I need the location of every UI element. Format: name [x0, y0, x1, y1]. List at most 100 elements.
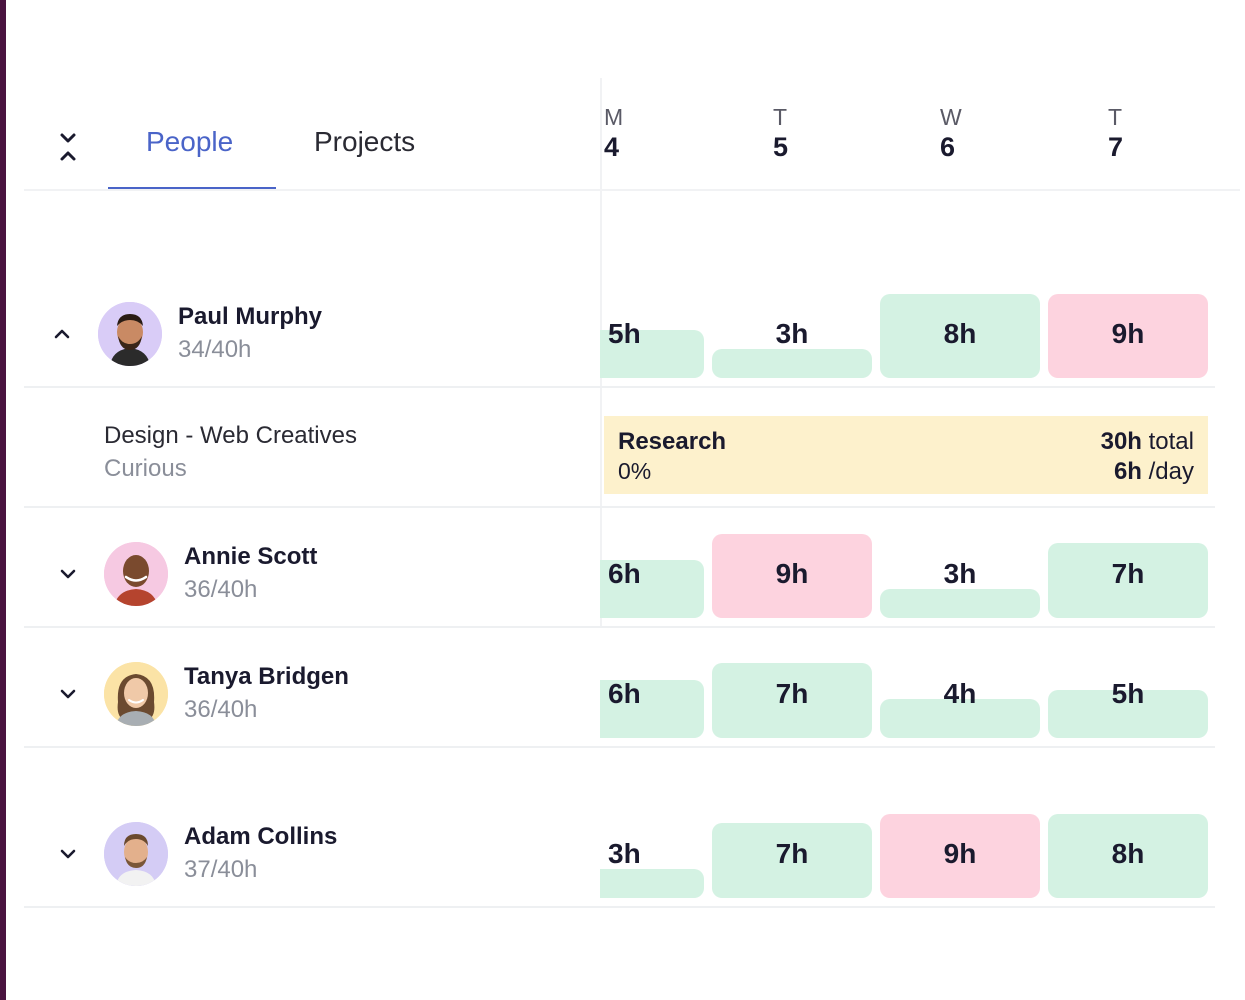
task-name: Research — [618, 428, 727, 455]
day-cell[interactable]: 7h — [712, 648, 872, 738]
capacity-bar — [880, 294, 1040, 378]
day-cell[interactable]: 4h — [880, 648, 1040, 738]
total-value: 30h — [1100, 428, 1142, 455]
row-divider — [24, 906, 1215, 908]
project-name[interactable]: Design - Web Creatives — [104, 422, 357, 449]
day-cell[interactable]: 6h — [600, 528, 760, 618]
day-cell[interactable]: 5h — [600, 288, 760, 378]
day-hours: 8h — [1111, 838, 1145, 869]
capacity-bar — [600, 560, 704, 618]
day-hours: 5h — [1111, 678, 1145, 709]
chevron-down-icon — [60, 689, 76, 699]
total-unit: total — [1148, 428, 1194, 455]
day-cell[interactable]: 7h — [712, 808, 872, 898]
day-cell[interactable]: 9h — [880, 808, 1040, 898]
chevron-down-icon — [60, 849, 76, 859]
tab-projects[interactable]: Projects — [314, 126, 416, 157]
collapse-row-button[interactable] — [48, 320, 76, 348]
per-day-unit: /day — [1148, 458, 1194, 485]
day-cell[interactable]: 8h — [880, 288, 1040, 378]
person-avatar-icon — [104, 542, 168, 606]
day-cell[interactable]: 9h — [1048, 288, 1208, 378]
person-avatar-icon — [104, 822, 168, 886]
capacity-bar — [1048, 294, 1208, 378]
day-cell[interactable]: 3h — [880, 528, 1040, 618]
day-cell[interactable]: 8h — [1048, 808, 1208, 898]
day-cell[interactable]: 6h — [600, 648, 760, 738]
task-allocation-bar[interactable]: Research 0% 30h total 6h /day — [604, 416, 1208, 494]
day-hours: 3h — [608, 838, 641, 869]
expand-row-button[interactable] — [54, 560, 82, 588]
day-cell[interactable]: 3h — [712, 288, 872, 378]
day-hours: 5h — [608, 318, 641, 349]
person-name[interactable]: Annie Scott — [184, 543, 318, 570]
person-name[interactable]: Tanya Bridgen — [184, 663, 349, 690]
day-number: 5 — [773, 132, 789, 162]
person-hours: 37/40h — [184, 856, 258, 883]
row-divider — [24, 626, 1215, 628]
capacity-bar — [600, 330, 704, 378]
collapse-all-icon — [60, 133, 76, 161]
expand-row-button[interactable] — [54, 680, 82, 708]
collapse-all-button[interactable] — [52, 130, 84, 166]
day-hours: 6h — [608, 678, 641, 709]
chevron-down-icon — [60, 569, 76, 579]
left-accent-bar — [0, 0, 6, 1000]
day-hours: 4h — [943, 678, 977, 709]
day-hours: 7h — [775, 838, 809, 869]
task-hours-per-day: 6h /day — [1114, 458, 1194, 486]
day-hours: 9h — [943, 838, 977, 869]
day-cell[interactable]: 3h — [600, 808, 760, 898]
per-day-value: 6h — [1113, 458, 1142, 485]
day-number: 7 — [1108, 132, 1124, 162]
day-hours: 3h — [775, 318, 809, 349]
capacity-bar — [1048, 690, 1208, 738]
avatar — [104, 542, 168, 606]
row-divider — [24, 386, 1215, 388]
tab-people[interactable]: People — [146, 126, 234, 157]
day-hours: 7h — [775, 678, 809, 709]
row-divider — [24, 746, 1215, 748]
day-hours: 6h — [608, 558, 641, 589]
project-client: Curious — [104, 455, 187, 482]
day-header-tue: T 5 — [773, 102, 813, 162]
day-hours: 7h — [1111, 558, 1145, 589]
person-avatar-icon — [104, 662, 168, 726]
avatar — [104, 662, 168, 726]
day-letter: W — [940, 104, 962, 130]
day-number: 6 — [940, 132, 956, 162]
day-hours: 3h — [943, 558, 977, 589]
task-total-hours: 30h total — [1101, 428, 1194, 456]
day-letter: T — [1108, 104, 1123, 130]
capacity-bar — [600, 869, 704, 898]
expand-row-button[interactable] — [54, 840, 82, 868]
capacity-bar — [600, 680, 704, 738]
row-divider — [24, 506, 1215, 508]
day-cell[interactable]: 9h — [712, 528, 872, 618]
avatar — [98, 302, 162, 366]
capacity-bar — [1048, 543, 1208, 618]
capacity-bar — [880, 589, 1040, 618]
person-hours: 36/40h — [184, 576, 258, 603]
header-divider — [24, 189, 1240, 191]
capacity-bar — [880, 814, 1040, 898]
person-name[interactable]: Paul Murphy — [178, 303, 323, 330]
capacity-bar — [712, 349, 872, 378]
avatar — [104, 822, 168, 886]
capacity-bar — [712, 663, 872, 738]
person-hours: 36/40h — [184, 696, 258, 723]
day-cell[interactable]: 5h — [1048, 648, 1208, 738]
person-name[interactable]: Adam Collins — [184, 823, 338, 850]
day-cell[interactable]: 7h — [1048, 528, 1208, 618]
day-hours: 8h — [943, 318, 977, 349]
day-letter: T — [773, 104, 788, 130]
day-number: 4 — [604, 132, 620, 162]
day-hours: 9h — [1111, 318, 1145, 349]
capacity-bar — [712, 534, 872, 618]
day-header-thu: T 7 — [1108, 102, 1148, 162]
day-letter: M — [604, 104, 624, 130]
capacity-bar — [880, 699, 1040, 738]
task-progress: 0% — [618, 458, 652, 484]
capacity-bar — [1048, 814, 1208, 898]
person-hours: 34/40h — [178, 336, 252, 363]
